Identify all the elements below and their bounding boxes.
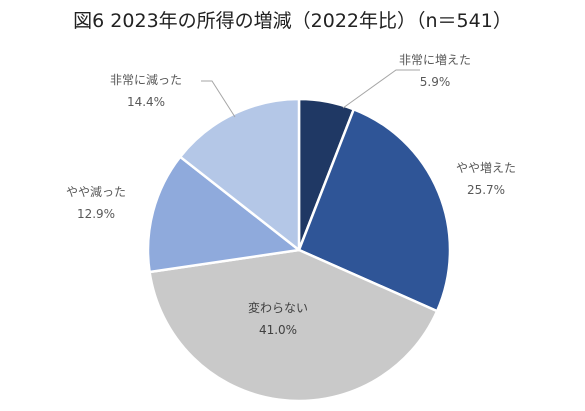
slice-label-4: やや減った bbox=[66, 184, 126, 199]
slice-value-label-2: 25.7% bbox=[467, 183, 505, 197]
pie-slice-4 bbox=[146, 155, 301, 274]
slice-value-label-3: 41.0% bbox=[259, 323, 297, 337]
slice-value-label-4: 12.9% bbox=[77, 207, 115, 221]
slice-value-label-1: 5.9% bbox=[420, 75, 451, 89]
slice-label-1: 非常に増えた bbox=[399, 53, 471, 67]
leader-line-5 bbox=[201, 80, 236, 118]
slice-label-3: 変わらない bbox=[248, 300, 308, 315]
slice-label-2: やや増えた bbox=[456, 161, 516, 175]
pie-slice-2 bbox=[297, 108, 452, 313]
pie-slice-3 bbox=[148, 248, 439, 403]
leader-line-1 bbox=[342, 69, 420, 109]
slice-value-label-5: 14.4% bbox=[127, 95, 165, 109]
slice-label-5: 非常に減った bbox=[110, 72, 182, 87]
chart-title: 図6 2023年の所得の増減（2022年比）（n＝541） bbox=[73, 10, 512, 32]
